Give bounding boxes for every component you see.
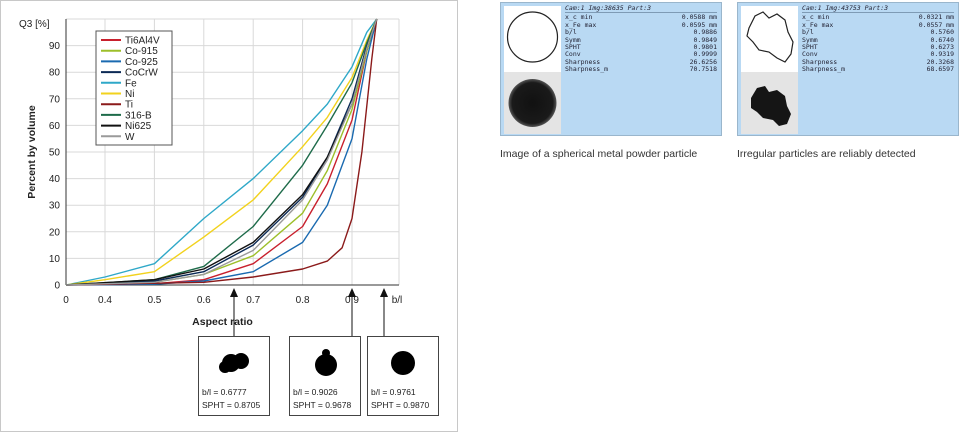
info-key: Symm: [565, 35, 581, 44]
info-key: x_c min: [565, 13, 593, 22]
legend-label: CoCrW: [125, 68, 158, 79]
panel-header: Cam:1 Img:38635 Part:3: [565, 4, 717, 14]
info-value: 0.9999: [693, 50, 717, 59]
info-value: 0.5760: [930, 28, 954, 37]
info-key: x_Fe max: [802, 20, 834, 29]
series-line-w: [65, 18, 378, 286]
particle-photo: [741, 72, 798, 134]
y-tick-label: 10: [49, 254, 61, 265]
spherical-particle-image: [391, 351, 415, 375]
y-tick-label: 60: [49, 121, 61, 132]
series-line-fe: [65, 18, 378, 286]
info-key: Conv: [565, 50, 581, 59]
info-key: b/l: [565, 28, 577, 37]
annotation-spht: SPHT = 0.9678: [293, 400, 352, 410]
annotation-arrow-head: [348, 288, 356, 297]
legend-label: 316-B: [125, 110, 152, 121]
legend-label: Fe: [125, 78, 137, 89]
info-value: 20.3268: [926, 57, 954, 66]
spherical-caption: Image of a spherical metal powder partic…: [500, 148, 698, 160]
particle-outline-image: [741, 6, 798, 68]
info-key: Sharpness_m: [802, 65, 846, 74]
info-value: 70.7518: [689, 65, 717, 74]
info-key: Sharpness_m: [565, 65, 609, 74]
series-line-316-b: [65, 18, 378, 286]
info-value: 0.9801: [693, 43, 717, 52]
legend-label: Ni625: [125, 121, 152, 132]
info-key: Conv: [802, 50, 818, 59]
particle-photo: [504, 72, 561, 134]
info-value: 0.0588 mm: [681, 13, 717, 22]
y-tick-label: 40: [49, 174, 61, 185]
legend-label: Co-915: [125, 46, 158, 57]
annotation-spht: SPHT = 0.8705: [202, 400, 261, 410]
annotation-arrow-head: [380, 288, 388, 297]
info-value: 0.9886: [693, 28, 717, 37]
shape-sample-box: b/l = 0.9026 SPHT = 0.9678: [289, 336, 361, 416]
legend-label: Ti: [125, 100, 133, 111]
y-tick-label: 80: [49, 68, 61, 79]
irregular-particle-image: [219, 353, 249, 373]
particle-outline-image: [504, 6, 561, 68]
shape-sample-box: b/l = 0.9761 SPHT = 0.9870: [367, 336, 439, 416]
info-key: Sharpness: [565, 57, 601, 66]
annotation-bl: b/l = 0.9761: [371, 387, 416, 397]
legend-label: Ni: [125, 89, 134, 100]
series-line-ti: [65, 18, 378, 286]
legend-label: Ti6Al4V: [125, 36, 160, 47]
series-line-ni: [65, 18, 378, 286]
info-key: x_Fe max: [565, 20, 597, 29]
x-tick-label: 0.5: [147, 295, 161, 306]
y-tick-label: 70: [49, 94, 61, 105]
x-tick-label: 0.4: [98, 295, 112, 306]
x-tick-label: 0: [63, 295, 69, 306]
info-value: 68.6597: [926, 65, 954, 74]
y-tick-label: 90: [49, 41, 61, 52]
annotation-arrow-head: [230, 288, 238, 297]
y-tick-label: 20: [49, 227, 61, 238]
y-unit-label: Q3 [%]: [19, 19, 50, 30]
info-key: Symm: [802, 35, 818, 44]
particle-info-table: Cam:1 Img:43753 Part:3 x_c min 0.0321 mm …: [802, 4, 954, 74]
info-value: 0.0557 mm: [918, 20, 954, 29]
x-tick-label: 0.6: [197, 295, 211, 306]
info-key: SPHT: [565, 43, 581, 52]
series-line-cocrw: [65, 18, 378, 286]
info-value: 0.6273: [930, 43, 954, 52]
y-tick-label: 30: [49, 201, 61, 212]
info-value: 0.9319: [930, 50, 954, 59]
annotation-spht: SPHT = 0.9870: [371, 400, 430, 410]
info-value: 0.0595 mm: [681, 20, 717, 29]
legend-label: W: [125, 132, 135, 143]
info-key: Sharpness: [802, 57, 838, 66]
info-key: b/l: [802, 28, 814, 37]
x-axis-title: Aspect ratio: [192, 316, 253, 328]
spherical-particle-panel: Cam:1 Img:38635 Part:3 x_c min 0.0588 mm …: [500, 2, 722, 136]
info-value: 0.6740: [930, 35, 954, 44]
y-tick-label: 50: [49, 148, 61, 159]
x-tick-label: 0.7: [246, 295, 260, 306]
irregular-particle-panel: Cam:1 Img:43753 Part:3 x_c min 0.0321 mm …: [737, 2, 959, 136]
y-axis-title: Percent by volume: [26, 105, 38, 199]
irregular-caption: Irregular particles are reliably detecte…: [737, 148, 916, 160]
shape-sample-box: b/l = 0.6777 SPHT = 0.8705: [198, 336, 270, 416]
y-tick-label: 0: [54, 281, 60, 292]
info-value: 0.0321 mm: [918, 13, 954, 22]
annotation-bl: b/l = 0.9026: [293, 387, 338, 397]
annotation-bl: b/l = 0.6777: [202, 387, 247, 397]
near-spherical-particle-image: [315, 349, 337, 376]
info-key: SPHT: [802, 43, 818, 52]
info-value: 0.9849: [693, 35, 717, 44]
info-value: 26.6256: [689, 57, 717, 66]
x-tick-label: 0.8: [296, 295, 310, 306]
legend-label: Co-925: [125, 57, 158, 68]
x-end-label: b/l: [392, 295, 403, 306]
particle-info-table: Cam:1 Img:38635 Part:3 x_c min 0.0588 mm …: [565, 4, 717, 74]
panel-header: Cam:1 Img:43753 Part:3: [802, 4, 954, 14]
info-key: x_c min: [802, 13, 830, 22]
